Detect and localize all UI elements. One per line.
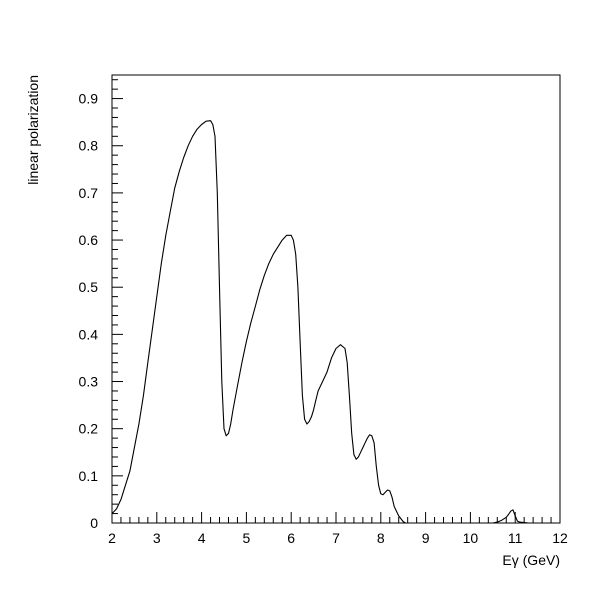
- x-tick-label: 3: [153, 530, 161, 546]
- x-tick-label: 6: [287, 530, 295, 546]
- y-tick-label: 0.9: [79, 91, 99, 107]
- plot-series: [111, 120, 538, 524]
- x-tick-label: 8: [377, 530, 385, 546]
- x-tick-label: 12: [552, 530, 568, 546]
- x-tick-label: 10: [463, 530, 479, 546]
- x-tick-label: 2: [108, 530, 116, 546]
- y-tick-label: 0.4: [79, 326, 99, 342]
- y-tick-label: 0.7: [79, 185, 99, 201]
- y-tick-label: 0.2: [79, 421, 99, 437]
- series-line-2: [483, 509, 538, 524]
- x-tick-label: 4: [198, 530, 206, 546]
- y-tick-label: 0.5: [79, 279, 99, 295]
- x-tick-label: 11: [508, 530, 523, 546]
- y-axis-title: linear polarization: [25, 75, 41, 185]
- series-line-1: [111, 120, 417, 524]
- y-tick-label: 0.6: [79, 232, 99, 248]
- axis-tick-labels: 2 3 4 5 6 7 8 9 10 11 12 0 0.1 0.2 0.3 0.4 0.5 0.6 0.7 0.8 0…: [79, 91, 568, 546]
- y-tick-label: 0.1: [79, 468, 99, 484]
- y-tick-label: 0.8: [79, 138, 99, 154]
- x-tick-label: 9: [422, 530, 430, 546]
- x-tick-label: 5: [243, 530, 251, 546]
- y-tick-label: 0.3: [79, 374, 99, 390]
- x-axis-title: Eγ (GeV): [502, 552, 560, 568]
- axis-ticks: [111, 79, 561, 524]
- x-tick-label: 7: [332, 530, 340, 546]
- y-tick-label: 0: [90, 515, 98, 531]
